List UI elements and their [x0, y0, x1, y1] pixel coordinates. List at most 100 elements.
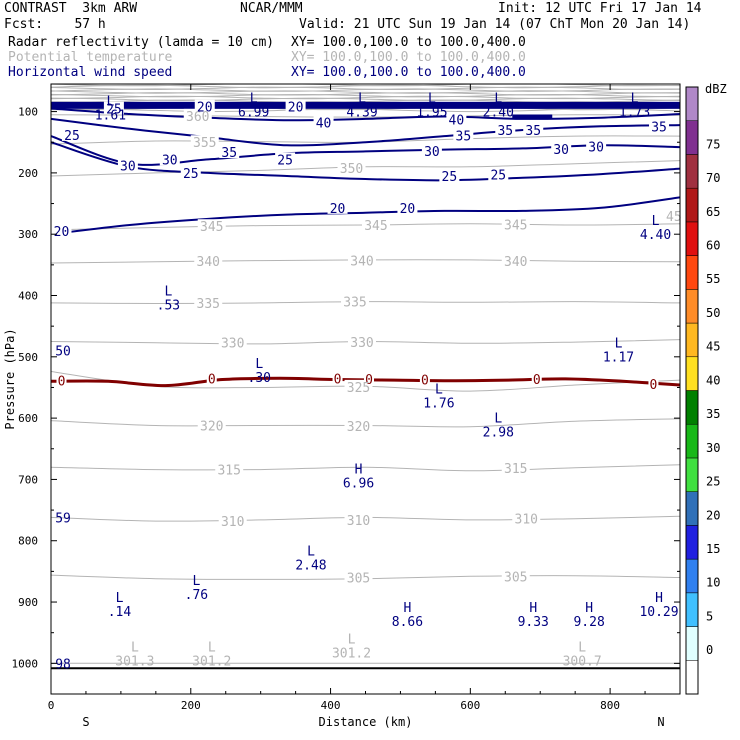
wind-contour-30 — [51, 135, 680, 166]
colorbar-tick-label: 50 — [706, 306, 720, 320]
extremum-marker: H — [529, 601, 537, 616]
field-theta-xy: XY= 100.0,100.0 to 100.0,400.0 — [291, 50, 526, 65]
wind-contour-25 — [51, 141, 680, 182]
extremum-value: 300.7 — [563, 655, 602, 670]
x-end-label-north: N — [657, 715, 664, 729]
field-reflectivity-xy: XY= 100.0,100.0 to 100.0,400.0 — [291, 35, 526, 50]
colorbar-swatch — [685, 289, 699, 324]
melting-level-label: 0 — [365, 373, 373, 388]
y-tick-label: 1000 — [12, 657, 39, 670]
wind-label-bg — [313, 115, 334, 129]
extremum-marker: L — [348, 633, 356, 648]
melting-label-bg — [419, 374, 430, 386]
x-end-label-south: S — [82, 715, 89, 729]
y-axis-label: Pressure (hPa) — [3, 328, 17, 429]
extremum-marker: L — [131, 641, 139, 656]
wind-label: 30 — [588, 141, 604, 156]
extremum-marker: L — [435, 383, 443, 398]
wind-label-bg — [551, 141, 572, 155]
colorbar-unit-label: dBZ — [705, 82, 727, 96]
jet-core-segment — [512, 114, 553, 120]
extremum-value: 1.73 — [619, 105, 650, 120]
melting-level-label: 0 — [533, 373, 541, 388]
extremum-value: 6.99 — [238, 105, 269, 120]
theta-label: 340 — [504, 255, 527, 270]
theta-label-bg — [348, 335, 377, 349]
theta-label: 305 — [347, 572, 370, 587]
wind-label: 30 — [162, 153, 178, 168]
theta-label-bg — [218, 514, 247, 528]
theta-label: 330 — [350, 336, 373, 351]
colorbar-tick-label: 75 — [706, 137, 720, 151]
melting-label-bg — [531, 374, 542, 386]
colorbar-swatch — [685, 356, 699, 391]
extremum-value: 8.66 — [392, 615, 423, 630]
theta-label: 345 — [200, 220, 223, 235]
wind-label: 25 — [183, 167, 199, 182]
theta-label-bg — [194, 254, 223, 268]
wind-label-bg — [586, 139, 607, 153]
colorbar-tick-label: 40 — [706, 373, 720, 387]
wind-label: 35 — [221, 146, 237, 161]
plot-area — [51, 84, 680, 670]
field-theta-name: Potential temperature — [8, 50, 173, 65]
wind-label: 25 — [442, 170, 458, 185]
wind-contour-20 — [51, 196, 680, 236]
wind-label-bg — [421, 143, 442, 157]
colorbar-tick-label: 10 — [706, 576, 720, 590]
wind-label-bg — [275, 152, 296, 166]
y-tick-label: 700 — [18, 473, 38, 486]
extremum-marker: L — [578, 641, 586, 656]
wind-label-bg — [61, 127, 82, 141]
y-tick-label: 800 — [18, 535, 38, 548]
theta-label: 315 — [504, 462, 527, 477]
colorbar-tick-label: 60 — [706, 238, 720, 252]
theta-label: 315 — [217, 464, 240, 479]
melting-level-label: 0 — [208, 372, 216, 387]
extremum-value: 4.40 — [640, 228, 671, 243]
extremum-marker: L — [428, 91, 436, 106]
extremum-value: .76 — [185, 588, 208, 603]
colorbar-swatch — [685, 491, 699, 526]
theta-label-bg — [501, 569, 530, 583]
x-tick-label: 0 — [48, 699, 55, 712]
wind-label: 40 — [449, 114, 465, 129]
colorbar-swatch — [685, 660, 699, 695]
extremum-marker: L — [208, 641, 216, 656]
colorbar-tick-label: 0 — [706, 643, 713, 657]
colorbar-swatch — [685, 120, 699, 155]
theta-label: 350 — [340, 162, 363, 177]
theta-label-bg — [501, 254, 530, 268]
extremum-value: 9.33 — [518, 615, 549, 630]
colorbar-swatch — [685, 558, 699, 594]
extremum-marker: L — [631, 91, 639, 106]
wind-label: 30 — [120, 160, 136, 175]
extremum-marker: L — [307, 544, 315, 559]
theta-upper-contour — [51, 108, 680, 113]
wind-label-bg — [649, 119, 670, 133]
theta-label: 320 — [200, 419, 223, 434]
extremum-marker: L — [652, 214, 660, 229]
jet-core-band — [51, 101, 680, 109]
extremum-marker: H — [585, 601, 593, 616]
theta-label: 340 — [350, 255, 373, 270]
y-tick-label: 100 — [18, 106, 38, 119]
y-tick-label: 500 — [18, 351, 38, 364]
extremum-value: 2.40 — [483, 105, 514, 120]
extremum-marker: L — [358, 91, 366, 106]
wind-label-bg — [495, 122, 516, 136]
wind-label-bg — [327, 200, 348, 214]
forecast-hour: Fcst: 57 h — [4, 17, 106, 32]
colorbar-swatch — [685, 322, 699, 358]
theta-label: 325 — [347, 381, 370, 396]
theta-label-bg — [197, 219, 226, 233]
wind-label: 25 — [106, 103, 122, 118]
wind-label: 20 — [330, 202, 346, 217]
melting-level-label: 0 — [334, 372, 342, 387]
center-title: NCAR/MMM — [240, 1, 303, 16]
melting-level-label: 0 — [650, 378, 658, 393]
colorbar-tick-label: 45 — [706, 340, 720, 354]
theta-label: 360 — [186, 110, 209, 125]
edge-label: 50 — [55, 345, 71, 360]
colorbar-swatch — [685, 423, 699, 459]
